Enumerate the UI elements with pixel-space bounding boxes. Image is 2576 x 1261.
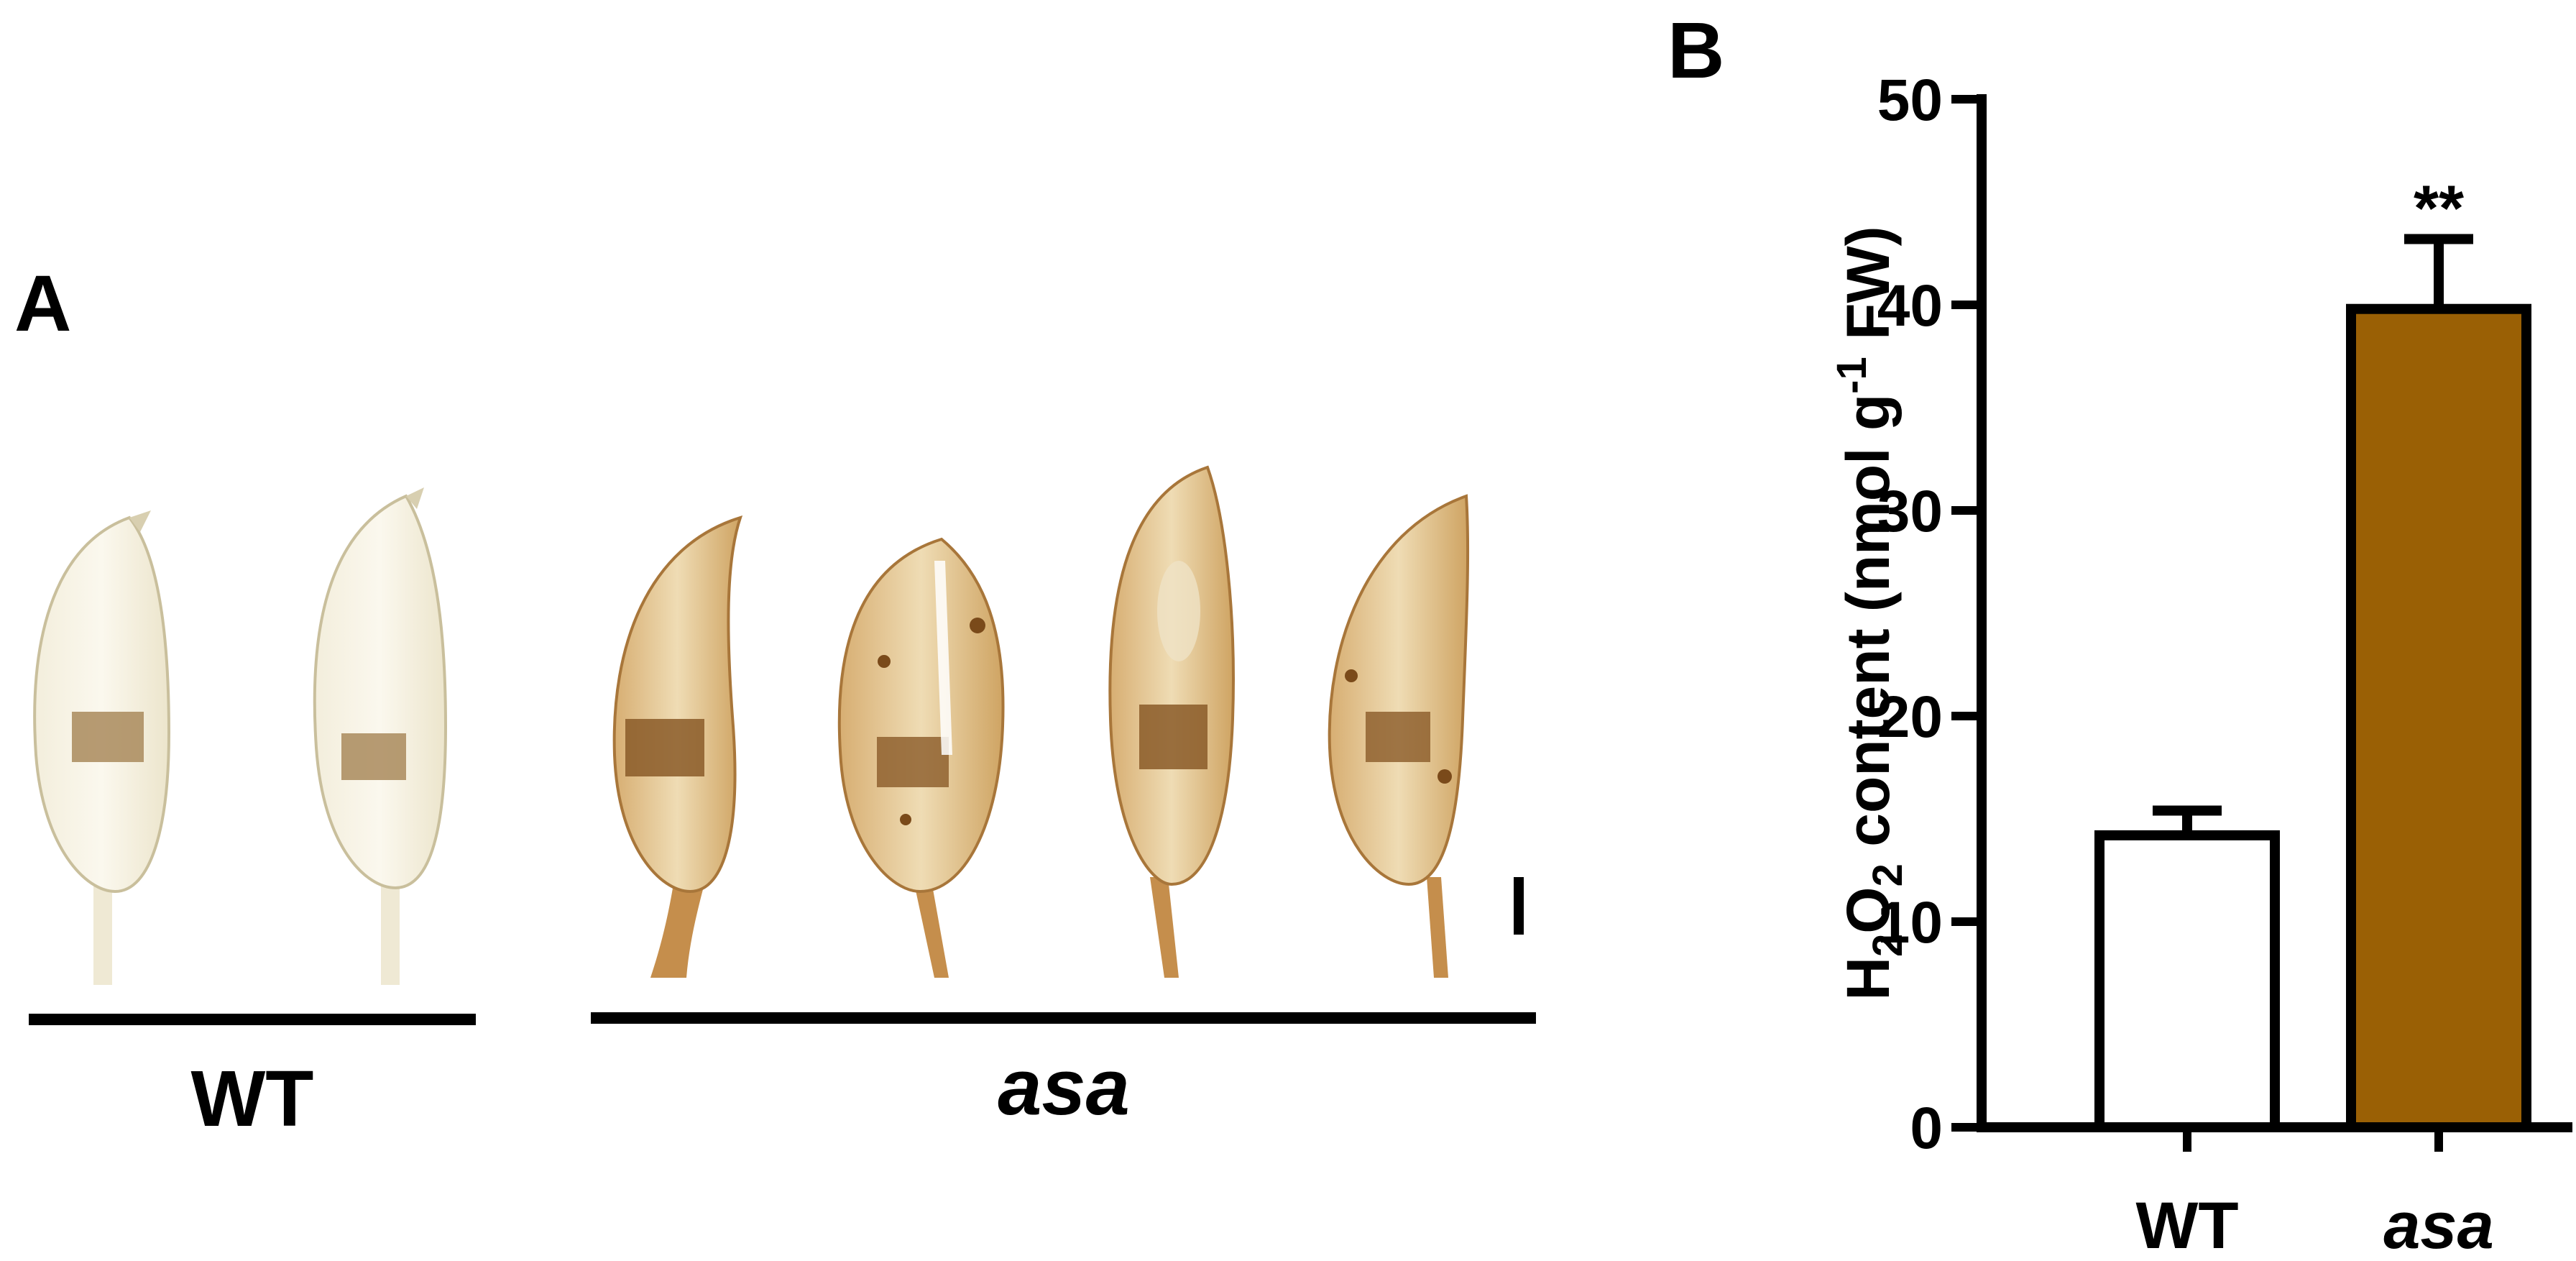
spikelet-photo	[33, 465, 1524, 985]
y-axis-label-sub1: 2	[1864, 934, 1911, 957]
y-axis-label: H2O2 content (nmol g-1 FW)	[1828, 226, 1911, 1000]
y-axis-label-rest: content (nmol g	[1834, 394, 1902, 863]
x-tick-label: asa	[2383, 1189, 2494, 1261]
panel-a-label: A	[14, 260, 71, 348]
wt-spikelet	[33, 510, 171, 985]
bar	[2346, 303, 2531, 1133]
bar	[2094, 830, 2280, 1132]
y-tick-label: 0	[1910, 1096, 1943, 1161]
y-axis-label-end: FW)	[1834, 226, 1902, 357]
y-tick-label: 10	[1877, 890, 1943, 955]
y-axis-label-sub2: 2	[1864, 863, 1911, 886]
x-tick-label: WT	[2135, 1189, 2238, 1261]
scale-bar	[1514, 877, 1524, 935]
y-axis-label-h: H	[1834, 957, 1902, 1001]
asa-group-line	[591, 1012, 1536, 1024]
y-tick-label: 50	[1877, 68, 1943, 133]
y-axis-label-o: O	[1834, 886, 1902, 933]
wt-group-line	[29, 1014, 476, 1025]
y-tick-label: 40	[1877, 273, 1943, 339]
asa-group-label: asa	[998, 1043, 1130, 1132]
y-axis-label-sup: -1	[1828, 357, 1875, 394]
wt-spikelet	[313, 487, 448, 985]
panel-b-label: B	[1668, 6, 1724, 95]
y-tick-label: 20	[1877, 684, 1943, 750]
significance-marker: **	[2414, 173, 2464, 244]
asa-spikelet	[837, 537, 1005, 978]
asa-spikelet	[1108, 465, 1235, 978]
asa-spikelet	[612, 515, 743, 978]
y-tick-label: 30	[1877, 479, 1943, 544]
wt-group-label: WT	[190, 1055, 313, 1143]
asa-spikelet	[1328, 494, 1470, 978]
